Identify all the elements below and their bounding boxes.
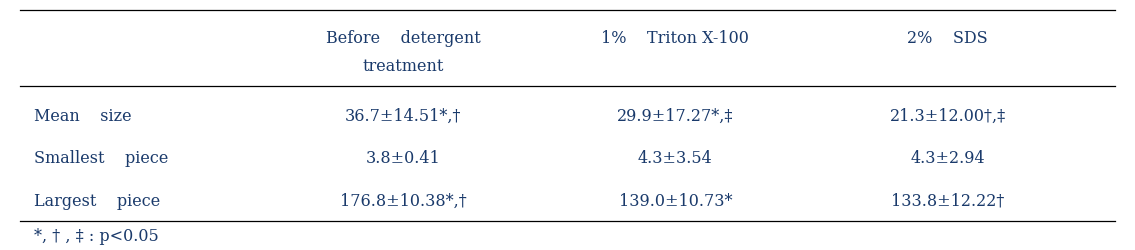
Text: 139.0±10.73*: 139.0±10.73* bbox=[619, 193, 732, 210]
Text: treatment: treatment bbox=[362, 58, 444, 75]
Text: 36.7±14.51*,†: 36.7±14.51*,† bbox=[345, 108, 461, 125]
Text: 29.9±17.27*,‡: 29.9±17.27*,‡ bbox=[617, 108, 733, 125]
Text: 3.8±0.41: 3.8±0.41 bbox=[365, 150, 440, 167]
Text: 1%    Triton X-100: 1% Triton X-100 bbox=[602, 30, 749, 47]
Text: 133.8±12.22†: 133.8±12.22† bbox=[891, 193, 1004, 210]
Text: 2%    SDS: 2% SDS bbox=[907, 30, 989, 47]
Text: *, † , ‡ : p<0.05: *, † , ‡ : p<0.05 bbox=[34, 228, 159, 245]
Text: Before    detergent: Before detergent bbox=[326, 30, 480, 47]
Text: Largest    piece: Largest piece bbox=[34, 193, 160, 210]
Text: Smallest    piece: Smallest piece bbox=[34, 150, 168, 167]
Text: 4.3±3.54: 4.3±3.54 bbox=[638, 150, 713, 167]
Text: 4.3±2.94: 4.3±2.94 bbox=[910, 150, 985, 167]
Text: 176.8±10.38*,†: 176.8±10.38*,† bbox=[339, 193, 466, 210]
Text: 21.3±12.00†,‡: 21.3±12.00†,‡ bbox=[890, 108, 1006, 125]
Text: Mean    size: Mean size bbox=[34, 108, 132, 125]
